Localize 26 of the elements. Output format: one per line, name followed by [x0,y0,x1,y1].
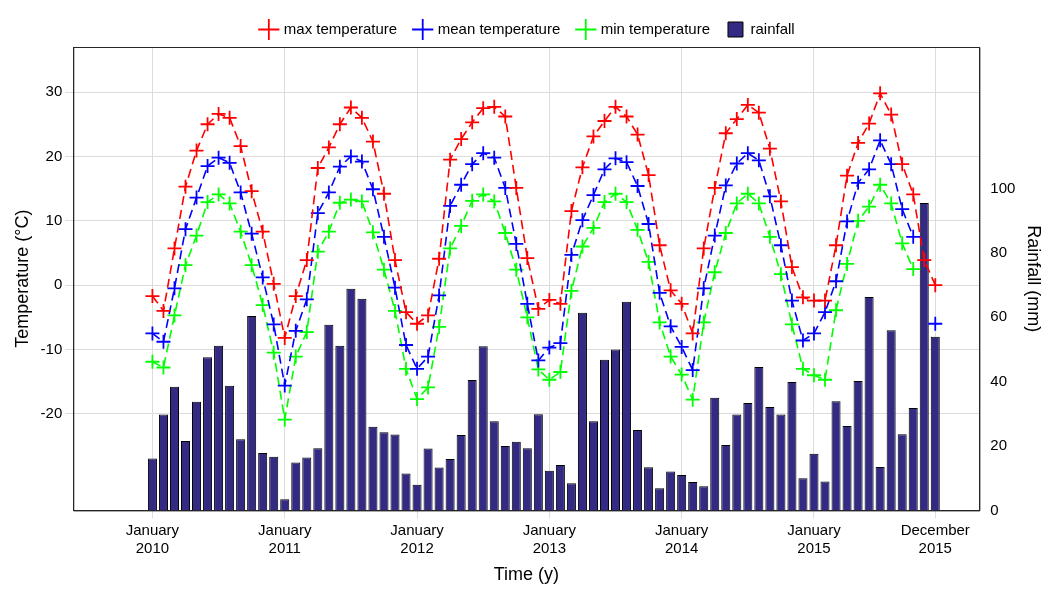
x-tick-label: January 2010 [125,520,180,556]
x-tick-label: January 2011 [258,520,312,556]
y2-tick-label: 40 [990,371,1008,389]
y2-tick-label: 60 [990,307,1008,325]
y-tick-label: -20 [40,404,63,421]
y-tick-label: 20 [45,146,63,164]
y-tick-label: 30 [45,82,63,100]
x-axis-title: Time (y) [493,564,559,585]
y2-axis-title: Rainfall (mm) [1024,225,1045,333]
y-tick-label: 10 [45,210,63,228]
x-tick-label: January 2015 [787,520,842,556]
y2-tick-label: 20 [990,436,1008,454]
x-tick-label: January 2014 [654,520,709,556]
legend-label: min temperature [600,19,710,37]
y2-tick-label: 80 [990,243,1008,261]
y-axis-title: Temperature (°C) [11,209,32,348]
legend-label: max temperature [283,19,398,37]
y-tick-label: -10 [40,339,63,357]
x-tick-label: December 2015 [900,520,970,556]
legend-label: mean temperature [437,19,561,37]
y2-tick-label: 0 [990,500,999,518]
x-tick-label: January 2013 [522,520,577,556]
x-tick-label: January 2012 [390,520,445,556]
legend-label: rainfall [750,19,795,37]
y-tick-label: 0 [53,275,63,293]
y2-tick-label: 100 [990,178,1016,196]
